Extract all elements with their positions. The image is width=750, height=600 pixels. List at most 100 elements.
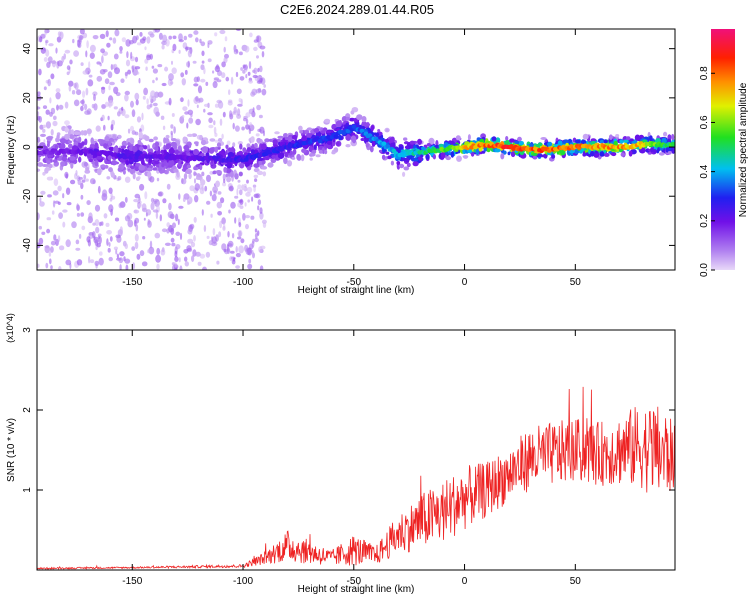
heat-noise-blob [73,82,77,89]
heat-noise-blob [104,78,110,85]
heat-noise-blob [208,124,214,129]
heat-noise-blob [94,260,100,266]
heat-noise-blob [262,222,267,228]
heat-noise-blob [239,198,244,205]
heat-band-blob [147,148,153,153]
heat-noise-blob [85,87,89,96]
heat-band-blob [163,149,167,154]
colorbar-tick-label: 0.4 [699,164,710,178]
heat-noise-blob [107,247,111,253]
heat-noise-blob [55,92,61,100]
heat-band-blob [69,134,75,140]
heat-band-blob [510,151,516,158]
heat-noise-blob [208,117,213,124]
heat-noise-blob [212,70,215,74]
heat-noise-blob [50,240,56,246]
heat-noise-blob [242,213,246,221]
heat-noise-blob [134,217,140,224]
heat-band-blob [107,154,112,161]
heat-band-blob [291,156,296,160]
heat-noise-blob [229,110,233,118]
heat-noise-blob [41,231,46,235]
heat-noise-blob [156,247,161,255]
heat-noise-blob [55,47,58,54]
heat-noise-blob [136,253,141,260]
spectrogram-heatmap [37,29,675,270]
heat-band-blob [541,154,547,158]
spectrogram-x-label: Height of straight line (km) [298,285,415,296]
heat-noise-blob [174,267,178,270]
heat-noise-blob [76,259,83,266]
heat-band-blob [209,138,216,142]
heat-noise-blob [82,32,88,39]
heat-noise-blob [131,65,134,73]
heat-noise-blob [52,190,59,196]
heat-noise-blob [45,121,52,129]
heat-band-blob [390,160,394,166]
heat-noise-blob [121,106,124,111]
heat-band-blob [84,138,88,146]
heat-band-blob [242,147,247,153]
heat-noise-blob [141,203,147,211]
heat-band-blob [117,167,122,172]
heat-noise-blob [178,193,181,200]
heat-band-blob [615,134,620,138]
heat-noise-blob [133,209,138,214]
heat-noise-blob [234,217,237,224]
heat-noise-blob [75,170,78,176]
heat-noise-blob [232,122,235,130]
heat-band-blob [214,146,218,153]
heat-noise-blob [243,117,247,122]
heat-band-blob [590,138,597,143]
heat-noise-blob [57,60,63,67]
heat-band-blob [277,135,284,139]
heat-noise-blob [45,262,49,269]
heat-noise-blob [64,120,70,126]
x-tick-label: 50 [570,277,582,288]
heat-noise-blob [139,250,145,257]
heat-band-blob [254,142,258,148]
heat-band-blob [37,155,40,162]
heat-noise-blob [80,212,85,217]
heat-noise-blob [157,64,163,68]
heat-noise-blob [86,40,89,49]
heat-noise-blob [213,120,216,126]
heat-noise-blob [208,240,214,246]
heat-band-blob [68,143,73,149]
heat-band-blob [46,160,51,164]
heat-noise-blob [118,202,123,209]
heat-band-blob [250,149,255,154]
snr-y-ticks: 1 2 3 [22,327,675,493]
heat-band-blob [272,139,278,145]
heat-band-blob [361,116,367,123]
heat-band-blob [284,151,289,158]
heat-noise-blob [84,110,91,115]
heat-noise-blob [249,122,253,126]
heat-noise-blob [238,222,242,228]
heat-noise-blob [170,213,175,220]
heat-noise-blob [43,139,46,143]
heat-noise-blob [221,61,226,68]
heat-band-blob [71,145,78,151]
heat-noise-blob [146,98,149,105]
heat-band-blob [428,137,435,145]
heat-noise-blob [66,202,72,206]
heat-noise-blob [190,241,196,248]
heat-band-blob [37,136,41,143]
heat-noise-blob [161,228,168,233]
heat-band-blob [599,151,605,157]
heat-noise-blob [181,115,185,119]
heat-noise-blob [51,210,55,215]
heat-noise-blob [228,209,231,214]
heat-noise-blob [228,185,234,192]
heat-noise-blob [92,231,96,239]
heat-band-blob [121,140,128,147]
heat-ridge-blob [381,141,387,146]
heat-band-blob [405,158,410,163]
heat-band-blob [183,173,188,180]
heat-band-blob [146,167,152,172]
heat-noise-blob [212,81,218,89]
heat-noise-blob [53,178,59,186]
heat-noise-blob [101,55,104,64]
y-tick-label: 1 [22,487,33,493]
